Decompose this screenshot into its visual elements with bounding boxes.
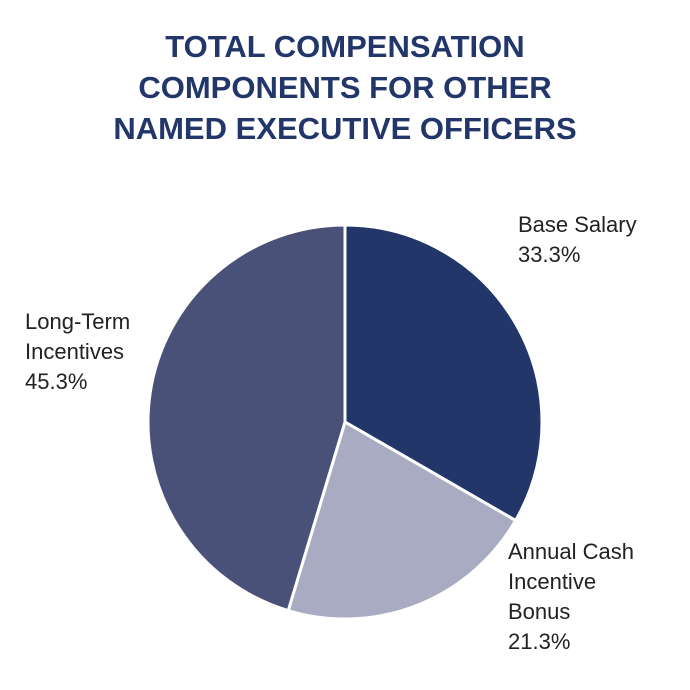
- label-long-term-incentives: Long-Term Incentives 45.3%: [25, 307, 130, 397]
- label-annual-cash-line-3: Bonus: [508, 599, 571, 624]
- label-base-salary-value: 33.3%: [518, 242, 581, 267]
- label-long-term-value: 45.3%: [25, 369, 88, 394]
- pie-slices: [146, 223, 544, 621]
- chart-title: TOTAL COMPENSATION COMPONENTS FOR OTHER …: [0, 26, 690, 149]
- label-long-term-line-1: Long-Term: [25, 309, 131, 334]
- label-annual-cash-line-2: Incentive: [508, 569, 597, 594]
- chart-title-line-3: NAMED EXECUTIVE OFFICERS: [113, 111, 577, 146]
- label-long-term-line-2: Incentives: [25, 339, 125, 364]
- label-base-salary-line-1: Base Salary: [518, 212, 637, 237]
- label-annual-cash-line-1: Annual Cash: [508, 539, 634, 564]
- chart-title-line-1: TOTAL COMPENSATION: [165, 29, 525, 64]
- label-annual-cash-incentive-bonus: Annual Cash Incentive Bonus 21.3%: [508, 537, 634, 657]
- label-base-salary: Base Salary 33.3%: [518, 210, 637, 270]
- label-annual-cash-value: 21.3%: [508, 629, 571, 654]
- chart-title-line-2: COMPONENTS FOR OTHER: [138, 70, 552, 105]
- pie-slice-annual-cash-incentive-bonus: [286, 420, 518, 621]
- pie-slice-long-term-incentives: [146, 223, 347, 613]
- pie-slice-base-salary: [343, 223, 544, 522]
